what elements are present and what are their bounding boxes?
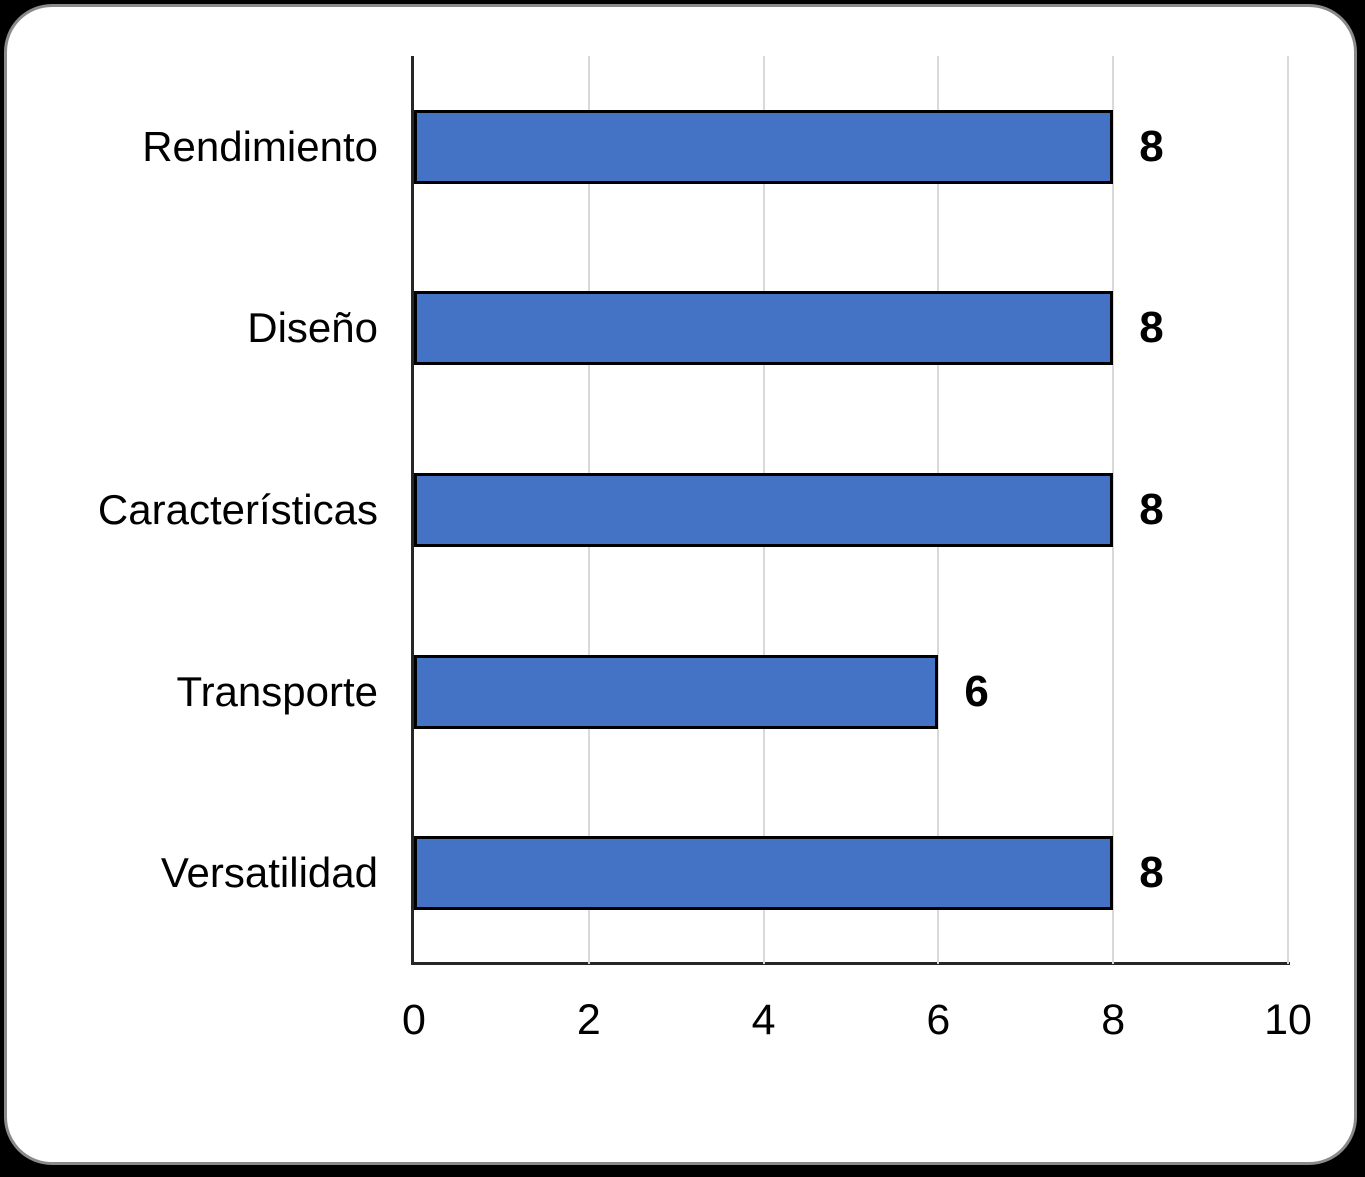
- bar-3: [414, 473, 1114, 547]
- x-tick-label-6: 6: [926, 996, 951, 1044]
- y-axis-line: [411, 56, 414, 964]
- x-tick-label-0: 0: [402, 996, 426, 1044]
- category-label: Transporte: [176, 667, 378, 715]
- x-tick-label-10: 10: [1264, 996, 1312, 1044]
- x-tick-label-2: 2: [576, 996, 601, 1044]
- bar-value-label: 8: [1139, 121, 1164, 171]
- bar-1: [414, 109, 1114, 184]
- x-axis-line: [411, 962, 1290, 965]
- bar-value-label: 8: [1139, 848, 1164, 898]
- x-tick-label-4: 4: [751, 996, 776, 1044]
- category-label: Versatilidad: [160, 849, 378, 897]
- x-tick-label-8: 8: [1101, 996, 1126, 1044]
- category-label: Diseño: [247, 304, 378, 352]
- bar-value-label: 8: [1139, 303, 1164, 353]
- bar-value-label: 6: [964, 666, 989, 716]
- gridline-x-8: [1112, 56, 1115, 964]
- bar-2: [414, 291, 1114, 366]
- category-label: Rendimiento: [142, 122, 378, 170]
- bar-5: [414, 836, 1114, 911]
- bar-4: [414, 654, 939, 729]
- gridline-x-10: [1287, 56, 1289, 964]
- chart-card: [4, 4, 1357, 1165]
- bar-value-label: 8: [1139, 485, 1164, 534]
- category-label: Características: [97, 486, 378, 533]
